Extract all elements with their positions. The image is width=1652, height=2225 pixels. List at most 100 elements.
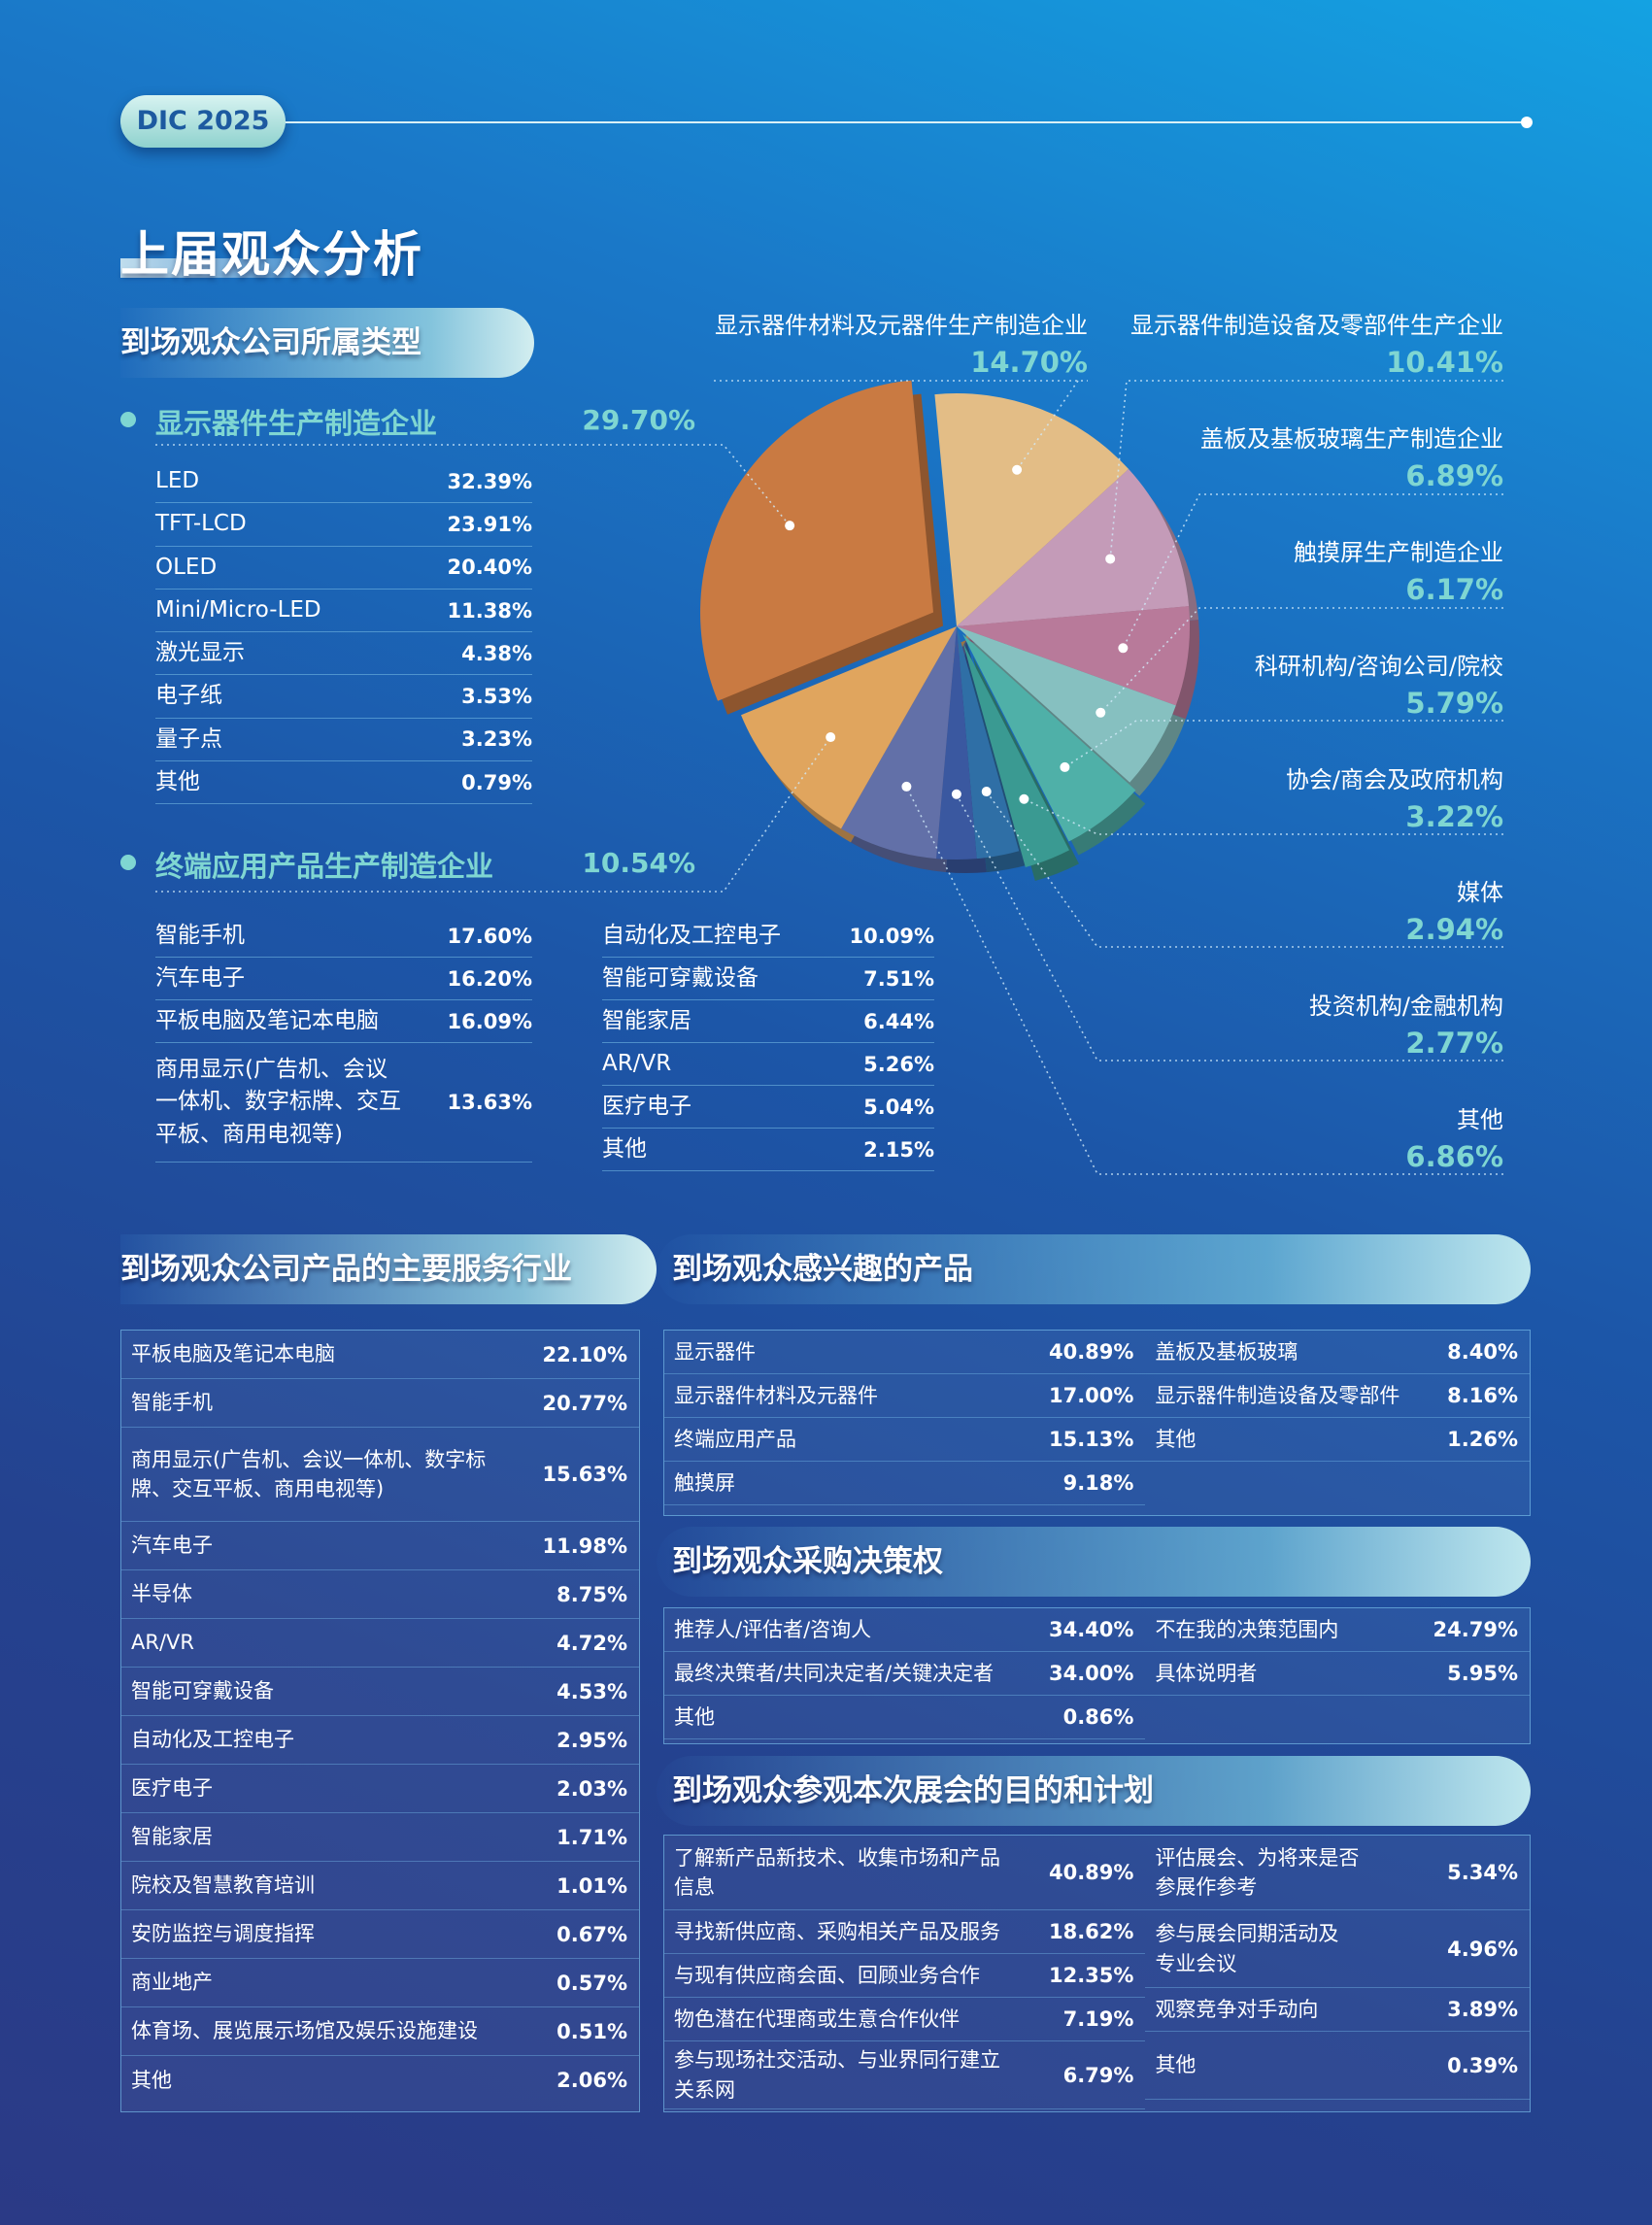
table-row: 最终决策者/共同决定者/关键决定者 34.00% — [664, 1652, 1146, 1696]
table-row: AR/VR 4.72% — [121, 1619, 639, 1668]
list-item: AR/VR 5.26% — [602, 1043, 934, 1086]
row-label: 智能家居 — [602, 1007, 691, 1033]
year-badge: DIC 2025 — [120, 95, 286, 148]
table-row: 观察竞争对手动向 3.89% — [1145, 1988, 1530, 2032]
category-pct-terminal-makers: 10.54% — [582, 847, 695, 879]
table-row: 平板电脑及笔记本电脑 22.10% — [121, 1331, 639, 1379]
table-row: 其他 0.86% — [664, 1696, 1146, 1739]
row-value: 0.67% — [556, 1922, 627, 1946]
pie-label: 显示器件制造设备及零部件生产企业 10.41% — [1130, 306, 1503, 379]
row-label: 与现有供应商会面、回顾业务合作 — [674, 1963, 980, 1987]
pie-label-pct: 6.89% — [1405, 459, 1503, 492]
section-heading-label: 到场观众公司产品的主要服务行业 — [120, 1252, 572, 1287]
table-row: 商用显示(广告机、会议一体机、数字标 牌、交互平板、商用电视等) 15.63% — [121, 1428, 639, 1522]
row-label: 院校及智慧教育培训 — [131, 1873, 315, 1898]
list-item: LED 32.39% — [155, 460, 532, 504]
row-label: 寻找新供应商、采购相关产品及服务 — [674, 1919, 1000, 1943]
pie-label-name: 媒体 — [1457, 879, 1503, 906]
table-row: 参与现场社交活动、与业界同行建立 关系网 6.79% — [664, 2041, 1146, 2109]
row-value: 6.44% — [863, 1009, 934, 1033]
category-title-display-makers: 显示器件生产制造企业 — [155, 407, 438, 440]
row-value: 24.79% — [1433, 1618, 1518, 1641]
row-value: 4.96% — [1447, 1937, 1518, 1961]
row-label: 显示器件 — [674, 1339, 756, 1364]
pie-leader-line — [1099, 607, 1503, 714]
row-label: 观察竞争对手动向 — [1155, 1997, 1319, 2021]
row-value: 15.13% — [1048, 1428, 1134, 1451]
table-row: 安防监控与调度指挥 0.67% — [121, 1910, 639, 1959]
row-label: 其他 — [674, 1704, 715, 1729]
table-row: 显示器件材料及元器件 17.00% — [664, 1374, 1146, 1418]
row-label: 参与展会同期活动及 专业会议 — [1155, 1922, 1339, 1975]
pie-leader-dot — [1060, 761, 1070, 772]
row-label: 医疗电子 — [602, 1093, 691, 1119]
row-value: 20.40% — [447, 556, 532, 580]
row-label: 智能手机 — [155, 922, 245, 948]
row-value: 17.60% — [447, 924, 532, 948]
category-pct-display-makers: 29.70% — [582, 404, 695, 436]
table-row: 具体说明者 5.95% — [1145, 1652, 1530, 1696]
table-column: 了解新产品新技术、收集市场和产品 信息 40.89% 寻找新供应商、采购相关产品及服… — [664, 1836, 1146, 2111]
row-value: 5.95% — [1447, 1662, 1518, 1685]
row-label: 自动化及工控电子 — [602, 922, 781, 948]
row-label: 智能可穿戴设备 — [131, 1679, 274, 1703]
row-label: 汽车电子 — [131, 1534, 213, 1558]
pie-leader-dot — [981, 787, 992, 797]
pie-leader-dot — [1105, 554, 1116, 564]
row-value: 7.19% — [1062, 2007, 1134, 2031]
list-item: 商用显示(广告机、会议 一体机、数字标牌、交互 平板、商用电视等) 13.63% — [155, 1043, 532, 1163]
row-value: 7.51% — [863, 966, 934, 991]
row-label: 其他 — [1155, 2053, 1197, 2077]
row-label: 量子点 — [155, 725, 222, 752]
pie-leader-dot — [1019, 793, 1029, 804]
table-column: 盖板及基板玻璃 8.40% 显示器件制造设备及零部件 8.16% 其他 1.26% — [1145, 1331, 1530, 1515]
row-label: 其他 — [155, 769, 200, 795]
list-item: TFT-LCD 23.91% — [155, 503, 532, 547]
row-value: 22.10% — [542, 1342, 627, 1366]
row-label: 商用显示(广告机、会议一体机、数字标 牌、交互平板、商用电视等) — [131, 1447, 487, 1500]
pie-leader-line — [1122, 493, 1503, 649]
row-label: 其他 — [131, 2068, 172, 2092]
table-row: 与现有供应商会面、回顾业务合作 12.35% — [664, 1954, 1146, 1998]
row-label: 不在我的决策范围内 — [1155, 1617, 1339, 1641]
row-label: 了解新产品新技术、收集市场和产品 信息 — [674, 1845, 1000, 1899]
table-row: 不在我的决策范围内 24.79% — [1145, 1608, 1530, 1652]
list-item: 智能手机 17.60% — [155, 915, 532, 958]
pie-label-name: 科研机构/咨询公司/院校 — [1254, 653, 1503, 680]
pie-slice — [934, 393, 1129, 626]
list-item: 智能家居 6.44% — [602, 1000, 934, 1043]
row-label: 参与现场社交活动、与业界同行建立 关系网 — [674, 2048, 1000, 2102]
pie-leader-line — [956, 793, 1503, 1062]
row-value: 34.40% — [1048, 1618, 1134, 1641]
category-title-terminal-makers: 终端应用产品生产制造企业 — [155, 850, 494, 883]
pie-label-name: 投资机构/金融机构 — [1308, 993, 1503, 1020]
table-row: 推荐人/评估者/咨询人 34.40% — [664, 1608, 1146, 1652]
list-item: Mini/Micro-LED 11.38% — [155, 590, 532, 633]
row-value: 1.01% — [556, 1873, 627, 1898]
pie-label-pct: 10.41% — [1386, 346, 1503, 379]
row-label: 显示器件制造设备及零部件 — [1155, 1383, 1400, 1407]
display-makers-list: LED 32.39% TFT-LCD 23.91% OLED 20.40% Mini/Mic… — [155, 460, 532, 805]
table-row: 参与展会同期活动及 专业会议 4.96% — [1145, 1910, 1530, 1988]
pie-label: 科研机构/咨询公司/院校 5.79% — [1255, 647, 1503, 720]
pie-label-pct: 5.79% — [1405, 687, 1503, 720]
section-heading-decision: 到场观众采购决策权 — [657, 1527, 1531, 1597]
section-heading-company-types: 到场观众公司所属类型 — [120, 308, 534, 378]
row-label: TFT-LCD — [155, 511, 247, 537]
row-value: 2.03% — [556, 1776, 627, 1801]
pie-leader-line — [1024, 798, 1503, 835]
pie-slice — [957, 468, 1190, 626]
row-value: 2.15% — [863, 1137, 934, 1162]
row-value: 15.63% — [542, 1463, 627, 1486]
pie-label-pct: 2.94% — [1405, 913, 1503, 946]
row-label: 自动化及工控电子 — [131, 1728, 294, 1752]
pie-slice — [935, 626, 977, 860]
row-value: 4.53% — [556, 1679, 627, 1703]
pie-label-pct: 2.77% — [1405, 1027, 1503, 1060]
pie-label: 协会/商会及政府机构 3.22% — [1286, 760, 1503, 833]
category-bullet — [120, 855, 136, 870]
table-row: 智能家居 1.71% — [121, 1813, 639, 1862]
list-item: 汽车电子 16.20% — [155, 958, 532, 1000]
row-value: 4.72% — [556, 1631, 627, 1655]
row-value: 2.06% — [556, 2069, 627, 2092]
